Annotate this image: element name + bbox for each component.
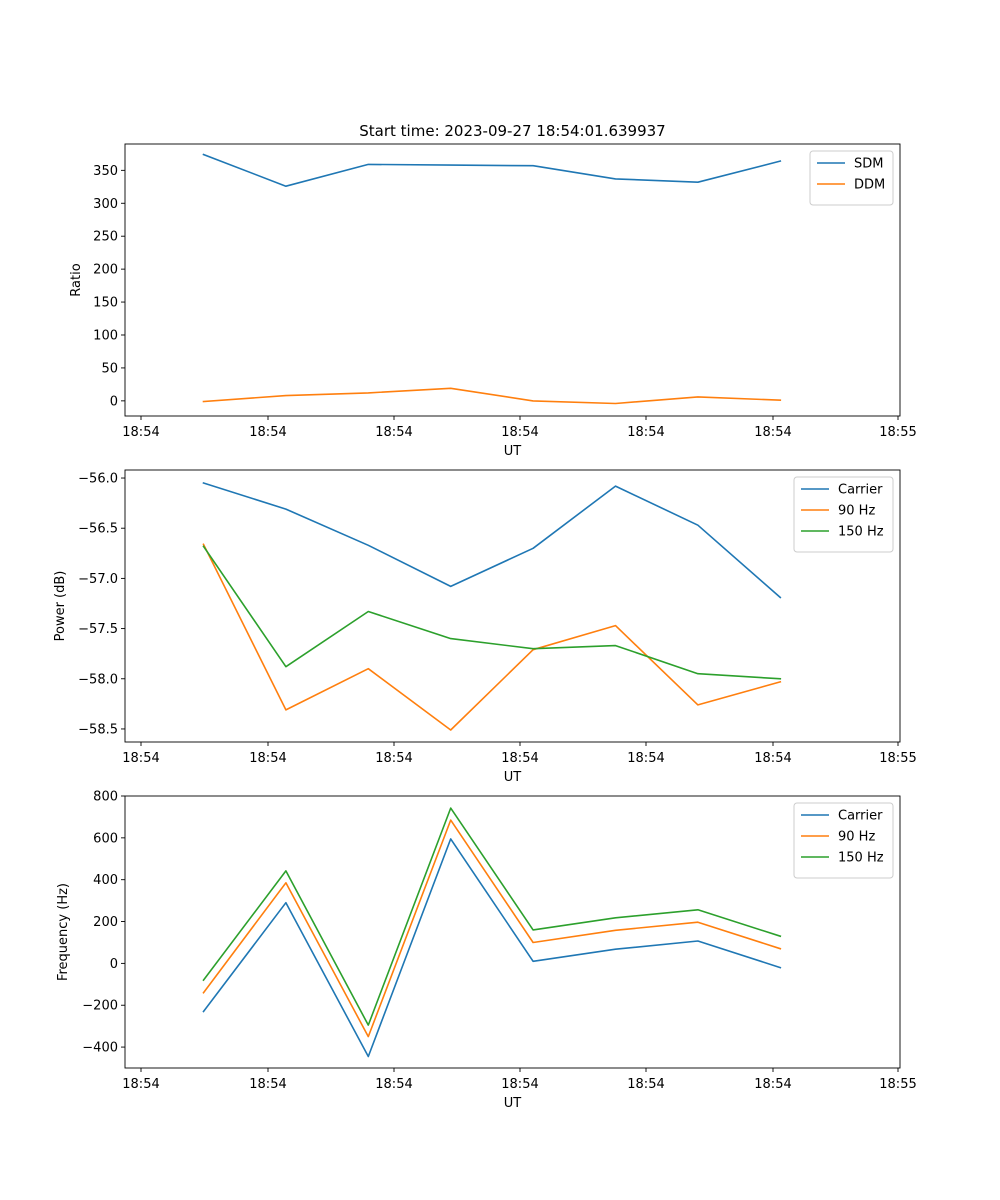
- y-tick-label: 200: [93, 915, 118, 930]
- y-tick-label: 0: [110, 957, 118, 972]
- y-axis-label: Power (dB): [53, 571, 68, 642]
- x-tick-label: 18:54: [249, 425, 286, 440]
- y-tick-label: −56.5: [78, 522, 118, 537]
- x-tick-label: 18:54: [627, 1077, 664, 1092]
- x-tick-label: 18:54: [501, 751, 538, 766]
- y-tick-label: 300: [93, 197, 118, 212]
- series-line-150-hz: [202, 807, 782, 1026]
- y-tick-label: 50: [101, 361, 118, 376]
- y-tick-label: 0: [110, 394, 118, 409]
- series-line-150-hz: [202, 545, 782, 680]
- series-line-90-hz: [202, 819, 782, 1038]
- legend-label: 90 Hz: [838, 504, 875, 519]
- x-tick-label: 18:54: [754, 1077, 791, 1092]
- legend-box: [793, 476, 894, 553]
- x-axis-label: UT: [504, 444, 522, 459]
- legend-label: SDM: [854, 157, 883, 172]
- y-tick-label: −58.0: [78, 672, 118, 687]
- y-tick-label: −56.0: [78, 472, 118, 487]
- x-tick-label: 18:54: [249, 751, 286, 766]
- figure-title: Start time: 2023-09-27 18:54:01.639937: [359, 122, 665, 140]
- plot-frame: [124, 795, 901, 1069]
- x-tick-label: 18:54: [501, 1077, 538, 1092]
- x-tick-label: 18:54: [501, 425, 538, 440]
- plot-frame: [124, 143, 901, 417]
- y-axis-label: Frequency (Hz): [56, 883, 71, 981]
- subplot-2: 18:54 18:54 18:54 18:54 18:54 18:54 18:55 −56.0…: [53, 469, 917, 785]
- x-tick-label: 18:54: [754, 425, 791, 440]
- y-tick-label: 100: [93, 328, 118, 343]
- legend-label: 150 Hz: [838, 851, 884, 866]
- x-tick-label: 18:54: [754, 751, 791, 766]
- legend-label: DDM: [854, 178, 885, 193]
- series-line-ddm: [202, 387, 782, 405]
- x-tick-label: 18:54: [375, 1077, 412, 1092]
- plot-frame: [124, 469, 901, 743]
- x-tick-label: 18:54: [375, 751, 412, 766]
- y-tick-label: 150: [93, 296, 118, 311]
- x-tick-label: 18:54: [122, 1077, 159, 1092]
- x-axis-label: UT: [504, 770, 522, 785]
- x-tick-label: 18:55: [879, 1077, 916, 1092]
- series-line-carrier: [202, 838, 782, 1058]
- y-tick-label: −57.5: [78, 622, 118, 637]
- x-tick-label: 18:54: [122, 425, 159, 440]
- series-line-sdm: [202, 153, 782, 187]
- subplot-3: 18:54 18:54 18:54 18:54 18:54 18:54 18:55 −400 −…: [56, 790, 917, 1112]
- x-tick-label: 18:55: [879, 425, 916, 440]
- y-tick-label: −200: [82, 999, 118, 1014]
- legend-label: 150 Hz: [838, 525, 884, 540]
- x-tick-label: 18:54: [627, 751, 664, 766]
- x-tick-label: 18:54: [249, 1077, 286, 1092]
- y-tick-label: −57.0: [78, 572, 118, 587]
- x-tick-label: 18:54: [122, 751, 159, 766]
- x-tick-label: 18:54: [627, 425, 664, 440]
- x-tick-label: 18:55: [879, 751, 916, 766]
- legend-label: 90 Hz: [838, 830, 875, 845]
- legend-box: [793, 802, 894, 879]
- y-tick-label: 800: [93, 790, 118, 805]
- y-tick-label: 600: [93, 831, 118, 846]
- y-tick-label: 250: [93, 230, 118, 245]
- y-tick-label: 350: [93, 164, 118, 179]
- y-tick-label: −400: [82, 1041, 118, 1056]
- y-axis-label: Ratio: [69, 263, 84, 296]
- y-tick-label: 200: [93, 263, 118, 278]
- x-tick-label: 18:54: [375, 425, 412, 440]
- y-tick-label: 400: [93, 873, 118, 888]
- legend-label: Carrier: [838, 483, 883, 498]
- x-axis-label: UT: [504, 1096, 522, 1111]
- series-line-carrier: [202, 481, 782, 599]
- legend-box: [809, 150, 894, 206]
- y-tick-label: −58.5: [78, 722, 118, 737]
- legend-label: Carrier: [838, 809, 883, 824]
- subplot-1: 18:54 18:54 18:54 18:54 18:54 18:54 18:55 0 50 10…: [69, 143, 917, 459]
- series-line-90-hz: [202, 543, 782, 731]
